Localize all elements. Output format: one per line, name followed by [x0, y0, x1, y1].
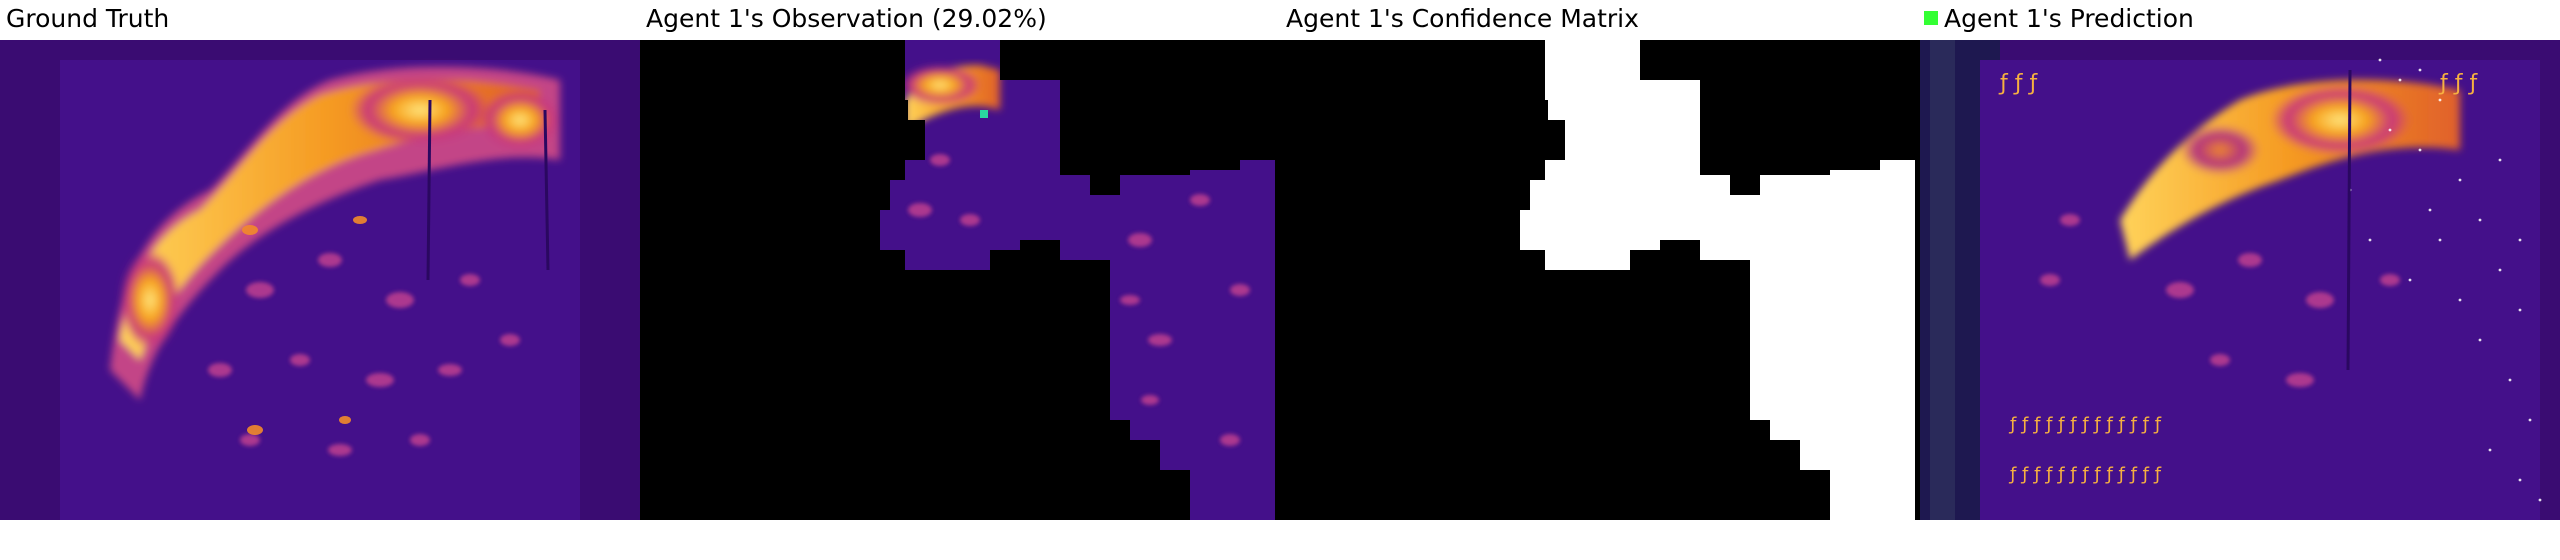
svg-text:ƒ ƒ ƒ ƒ ƒ ƒ ƒ ƒ ƒ ƒ ƒ ƒ ƒ: ƒ ƒ ƒ ƒ ƒ ƒ ƒ ƒ ƒ ƒ ƒ ƒ ƒ: [2008, 464, 2162, 485]
prediction-legend-swatch: [1924, 11, 1938, 25]
ground-truth-heatmap: [0, 40, 640, 520]
confidence-matrix: [1280, 40, 1920, 520]
panel-title-observation: Agent 1's Observation (29.02%): [646, 4, 1047, 33]
panel-title-confidence: Agent 1's Confidence Matrix: [1286, 4, 1639, 33]
panel-title-prediction: Agent 1's Prediction: [1944, 4, 2194, 33]
agent-marker: [980, 110, 988, 118]
prediction-heatmap: ƒ ƒ ƒ ƒ ƒ ƒ ƒ ƒ ƒ ƒ ƒ ƒ ƒ ƒ ƒ ƒ ƒ ƒ ƒ ƒ …: [1920, 40, 2560, 520]
observation-heatmap: [640, 40, 1280, 520]
panel-title-ground-truth: Ground Truth: [6, 4, 170, 33]
panel-title-prediction-wrap: Agent 1's Prediction: [1924, 2, 2194, 36]
svg-text:ƒ ƒ ƒ ƒ ƒ ƒ ƒ ƒ ƒ ƒ ƒ ƒ ƒ: ƒ ƒ ƒ ƒ ƒ ƒ ƒ ƒ ƒ ƒ ƒ ƒ ƒ: [2008, 414, 2162, 435]
svg-text:ƒ ƒ ƒ: ƒ ƒ ƒ: [1998, 71, 2038, 96]
svg-text:ƒ ƒ ƒ: ƒ ƒ ƒ: [2438, 71, 2478, 96]
